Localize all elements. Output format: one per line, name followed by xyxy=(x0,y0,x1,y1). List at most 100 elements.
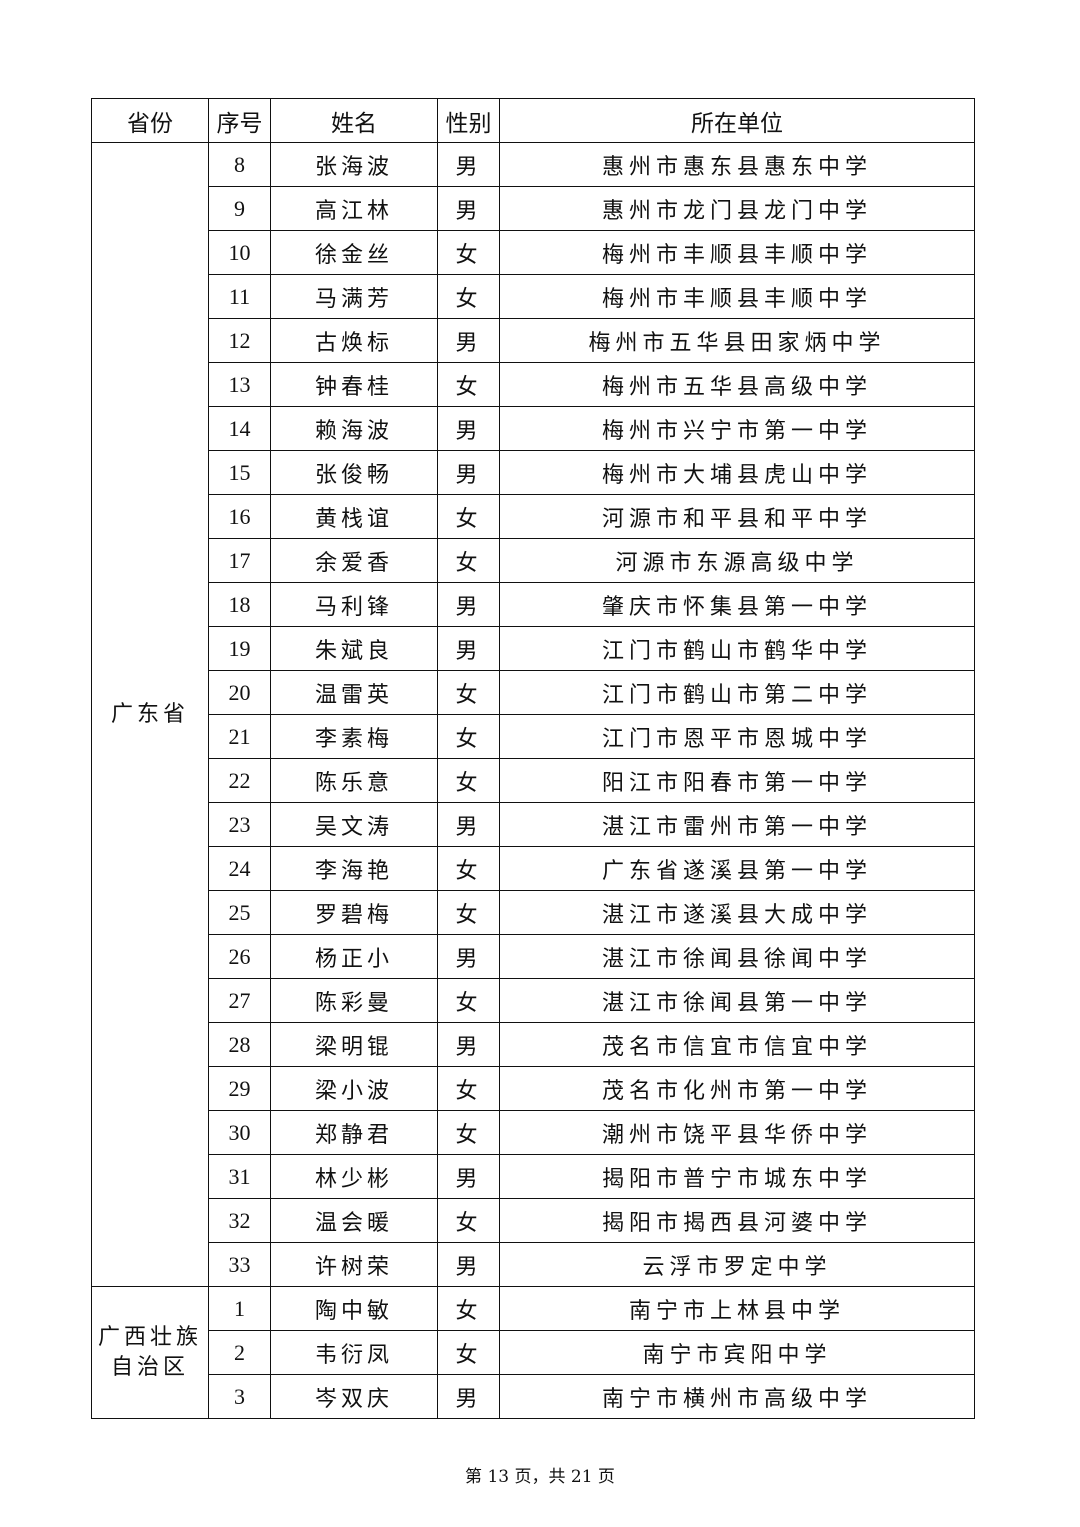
table-row: 23 吴文涛男湛江市雷州市第一中学 xyxy=(92,802,975,847)
seq-cell: 16 xyxy=(208,494,271,539)
unit-cell: 湛江市徐闻县徐闻中学 xyxy=(499,934,975,979)
table-row: 28 梁明锟男茂名市信宜市信宜中学 xyxy=(92,1022,975,1067)
unit-cell: 湛江市遂溪县大成中学 xyxy=(499,890,975,935)
unit-cell: 江门市恩平市恩城中学 xyxy=(499,714,975,759)
unit-cell: 南宁市宾阳中学 xyxy=(499,1330,975,1375)
gender-cell: 女 xyxy=(437,1110,500,1155)
name-cell: 许树荣 xyxy=(270,1242,438,1287)
name-cell: 陈彩曼 xyxy=(270,978,438,1023)
table-body: 广东省 8 张海波男惠州市惠东县惠东中学 9 高江林男惠州市龙门县龙门中学 10 徐金丝女梅… xyxy=(91,142,975,1419)
gender-cell: 女 xyxy=(437,890,500,935)
seq-cell: 10 xyxy=(208,230,271,275)
name-cell: 杨正小 xyxy=(270,934,438,979)
table-row: 10 徐金丝女梅州市丰顺县丰顺中学 xyxy=(92,230,975,275)
table-row: 31 林少彬男揭阳市普宁市城东中学 xyxy=(92,1154,975,1199)
table-row: 25 罗碧梅女湛江市遂溪县大成中学 xyxy=(92,890,975,935)
gender-cell: 女 xyxy=(437,494,500,539)
seq-cell: 17 xyxy=(208,538,271,583)
header-province: 省份 xyxy=(91,98,209,143)
header-seq: 序号 xyxy=(208,98,271,143)
seq-cell: 31 xyxy=(208,1154,271,1199)
seq-cell: 27 xyxy=(208,978,271,1023)
seq-cell: 2 xyxy=(208,1330,271,1375)
seq-cell: 30 xyxy=(208,1110,271,1155)
name-cell: 古焕标 xyxy=(270,318,438,363)
table-row: 2 韦衍凤女南宁市宾阳中学 xyxy=(92,1330,975,1375)
header-gender: 性别 xyxy=(437,98,500,143)
name-cell: 温雷英 xyxy=(270,670,438,715)
gender-cell: 女 xyxy=(437,274,500,319)
gender-cell: 男 xyxy=(437,802,500,847)
header-name: 姓名 xyxy=(270,98,438,143)
unit-cell: 广东省遂溪县第一中学 xyxy=(499,846,975,891)
gender-cell: 男 xyxy=(437,1242,500,1287)
gender-cell: 男 xyxy=(437,142,500,187)
unit-cell: 南宁市上林县中学 xyxy=(499,1286,975,1331)
seq-cell: 21 xyxy=(208,714,271,759)
seq-cell: 8 xyxy=(208,142,271,187)
name-cell: 李素梅 xyxy=(270,714,438,759)
unit-cell: 江门市鹤山市鹤华中学 xyxy=(499,626,975,671)
unit-cell: 揭阳市揭西县河婆中学 xyxy=(499,1198,975,1243)
gender-cell: 男 xyxy=(437,318,500,363)
name-cell: 马满芳 xyxy=(270,274,438,319)
seq-cell: 13 xyxy=(208,362,271,407)
gender-cell: 男 xyxy=(437,1374,500,1419)
name-cell: 陈乐意 xyxy=(270,758,438,803)
seq-cell: 28 xyxy=(208,1022,271,1067)
seq-cell: 33 xyxy=(208,1242,271,1287)
table-row: 27 陈彩曼女湛江市徐闻县第一中学 xyxy=(92,978,975,1023)
seq-cell: 14 xyxy=(208,406,271,451)
seq-cell: 24 xyxy=(208,846,271,891)
gender-cell: 女 xyxy=(437,538,500,583)
table-row: 24 李海艳女广东省遂溪县第一中学 xyxy=(92,846,975,891)
unit-cell: 梅州市丰顺县丰顺中学 xyxy=(499,274,975,319)
name-cell: 郑静君 xyxy=(270,1110,438,1155)
roster-table: 省份 序号 姓名 性别 所在单位 广东省 8 张海波男惠州市惠东县惠东中学 9 高江林男… xyxy=(91,98,975,1419)
table-header-row: 省份 序号 姓名 性别 所在单位 xyxy=(91,98,975,143)
seq-cell: 22 xyxy=(208,758,271,803)
unit-cell: 梅州市五华县田家炳中学 xyxy=(499,318,975,363)
gender-cell: 男 xyxy=(437,1154,500,1199)
table-row: 12 古焕标男梅州市五华县田家炳中学 xyxy=(92,318,975,363)
name-cell: 罗碧梅 xyxy=(270,890,438,935)
seq-cell: 12 xyxy=(208,318,271,363)
name-cell: 徐金丝 xyxy=(270,230,438,275)
seq-cell: 23 xyxy=(208,802,271,847)
table-row: 15 张俊畅男梅州市大埔县虎山中学 xyxy=(92,450,975,495)
seq-cell: 15 xyxy=(208,450,271,495)
gender-cell: 女 xyxy=(437,1286,500,1331)
table-row: 广西壮族 自治区 1 陶中敏女南宁市上林县中学 xyxy=(91,1286,975,1419)
gender-cell: 女 xyxy=(437,1198,500,1243)
gender-cell: 男 xyxy=(437,582,500,627)
name-cell: 赖海波 xyxy=(270,406,438,451)
name-cell: 吴文涛 xyxy=(270,802,438,847)
seq-cell: 11 xyxy=(208,274,271,319)
table-row: 广东省 8 张海波男惠州市惠东县惠东中学 xyxy=(91,142,975,1287)
unit-cell: 梅州市大埔县虎山中学 xyxy=(499,450,975,495)
table-row: 33 许树荣男云浮市罗定中学 xyxy=(92,1242,975,1287)
table-row: 17 余爱香女河源市东源高级中学 xyxy=(92,538,975,583)
unit-cell: 梅州市丰顺县丰顺中学 xyxy=(499,230,975,275)
gender-cell: 男 xyxy=(437,626,500,671)
seq-cell: 9 xyxy=(208,186,271,231)
seq-cell: 18 xyxy=(208,582,271,627)
name-cell: 韦衍凤 xyxy=(270,1330,438,1375)
table-row: 22 陈乐意女阳江市阳春市第一中学 xyxy=(92,758,975,803)
gender-cell: 女 xyxy=(437,714,500,759)
table-row: 32 温会暖女揭阳市揭西县河婆中学 xyxy=(92,1198,975,1243)
unit-cell: 揭阳市普宁市城东中学 xyxy=(499,1154,975,1199)
name-cell: 黄栈谊 xyxy=(270,494,438,539)
unit-cell: 南宁市横州市高级中学 xyxy=(499,1374,975,1419)
page-footer: 第 13 页，共 21 页 xyxy=(465,1467,615,1487)
unit-cell: 湛江市徐闻县第一中学 xyxy=(499,978,975,1023)
name-cell: 高江林 xyxy=(270,186,438,231)
seq-cell: 26 xyxy=(208,934,271,979)
gender-cell: 女 xyxy=(437,758,500,803)
table-row: 13 钟春桂女梅州市五华县高级中学 xyxy=(92,362,975,407)
name-cell: 李海艳 xyxy=(270,846,438,891)
table-row: 9 高江林男惠州市龙门县龙门中学 xyxy=(92,186,975,231)
gender-cell: 男 xyxy=(437,934,500,979)
name-cell: 朱斌良 xyxy=(270,626,438,671)
unit-cell: 湛江市雷州市第一中学 xyxy=(499,802,975,847)
